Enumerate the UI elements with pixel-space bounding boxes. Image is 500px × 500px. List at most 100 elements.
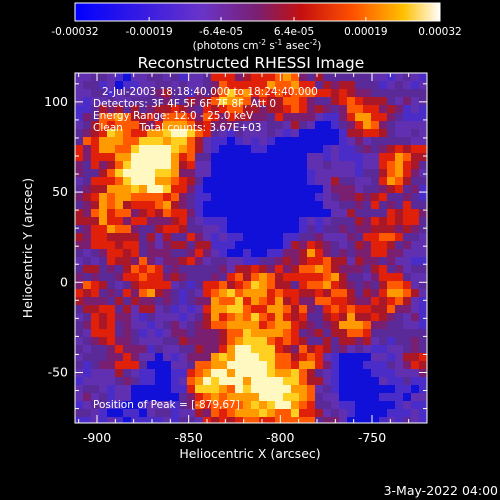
heatmap-cell — [115, 257, 123, 265]
heatmap-cell — [203, 225, 211, 233]
heatmap-cell — [323, 81, 331, 89]
heatmap-cell — [379, 377, 387, 385]
heatmap-cell — [83, 129, 91, 137]
heatmap-cell — [115, 121, 123, 129]
heatmap-cell — [267, 169, 275, 177]
heatmap-cell — [115, 153, 123, 161]
heatmap-cell — [259, 401, 267, 409]
heatmap-cell — [419, 377, 427, 385]
heatmap-cell — [299, 137, 307, 145]
heatmap-cell — [411, 209, 419, 217]
heatmap-cell — [251, 345, 259, 353]
heatmap-cell — [131, 337, 139, 345]
heatmap-cell — [179, 169, 187, 177]
heatmap-cell — [139, 289, 147, 297]
heatmap-cell — [355, 265, 363, 273]
heatmap-cell — [179, 161, 187, 169]
heatmap-cell — [307, 233, 315, 241]
heatmap-cell — [315, 385, 323, 393]
heatmap-cell — [403, 353, 411, 361]
heatmap-cell — [123, 73, 131, 81]
heatmap-cell — [299, 233, 307, 241]
heatmap-cell — [219, 321, 227, 329]
heatmap-cell — [371, 313, 379, 321]
heatmap-cell — [259, 73, 267, 81]
heatmap-cell — [163, 73, 171, 81]
heatmap-cell — [107, 97, 115, 105]
heatmap-cell — [227, 289, 235, 297]
heatmap-cell — [139, 161, 147, 169]
heatmap-cell — [339, 345, 347, 353]
heatmap-cell — [339, 153, 347, 161]
heatmap-cell — [275, 105, 283, 113]
heatmap-cell — [99, 417, 107, 423]
heatmap-cell — [355, 113, 363, 121]
heatmap-cell — [203, 361, 211, 369]
heatmap-cell — [139, 377, 147, 385]
heatmap-cell — [339, 177, 347, 185]
heatmap-cell — [379, 249, 387, 257]
heatmap-cell — [403, 337, 411, 345]
heatmap-image — [75, 73, 427, 423]
heatmap-cell — [83, 297, 91, 305]
heatmap-cell — [83, 225, 91, 233]
heatmap-cell — [179, 225, 187, 233]
heatmap-cell — [403, 169, 411, 177]
heatmap-cell — [99, 249, 107, 257]
heatmap-cell — [235, 241, 243, 249]
heatmap-cell — [307, 321, 315, 329]
heatmap-cell — [211, 353, 219, 361]
heatmap-cell — [339, 113, 347, 121]
heatmap-cell — [171, 201, 179, 209]
heatmap-cell — [107, 401, 115, 409]
heatmap-cell — [203, 401, 211, 409]
heatmap-cell — [179, 233, 187, 241]
heatmap-cell — [187, 241, 195, 249]
heatmap-cell — [371, 297, 379, 305]
heatmap-cell — [123, 393, 131, 401]
heatmap-cell — [251, 409, 259, 417]
heatmap-cell — [403, 265, 411, 273]
heatmap-cell — [323, 369, 331, 377]
heatmap-cell — [379, 177, 387, 185]
heatmap-cell — [323, 281, 331, 289]
heatmap-cell — [211, 337, 219, 345]
heatmap-cell — [403, 193, 411, 201]
heatmap-cell — [227, 393, 235, 401]
colorbar-units: (photons cm-2 s-1 asec-2) — [193, 38, 322, 52]
heatmap-cell — [291, 369, 299, 377]
heatmap-cell — [291, 105, 299, 113]
heatmap-cell — [299, 201, 307, 209]
heatmap-cell — [91, 105, 99, 113]
heatmap-cell — [139, 217, 147, 225]
heatmap-cell — [163, 233, 171, 241]
heatmap-cell — [211, 81, 219, 89]
heatmap-cell — [163, 377, 171, 385]
heatmap-cell — [139, 201, 147, 209]
heatmap-cell — [339, 361, 347, 369]
heatmap-cell — [387, 169, 395, 177]
heatmap-cell — [99, 241, 107, 249]
heatmap-cell — [243, 297, 251, 305]
heatmap-cell — [99, 409, 107, 417]
heatmap-cell — [211, 169, 219, 177]
heatmap-cell — [155, 281, 163, 289]
heatmap-cell — [355, 273, 363, 281]
heatmap-cell — [187, 417, 195, 423]
heatmap-cell — [75, 169, 83, 177]
heatmap-cell — [171, 145, 179, 153]
heatmap-cell — [243, 233, 251, 241]
heatmap-cell — [227, 361, 235, 369]
heatmap-cell — [275, 273, 283, 281]
heatmap-cell — [115, 377, 123, 385]
heatmap-cell — [307, 249, 315, 257]
heatmap-cell — [147, 177, 155, 185]
heatmap-cell — [355, 121, 363, 129]
heatmap-cell — [371, 385, 379, 393]
heatmap-cell — [83, 321, 91, 329]
heatmap-cell — [347, 209, 355, 217]
heatmap-cell — [155, 273, 163, 281]
heatmap-cell — [75, 233, 83, 241]
heatmap-cell — [123, 185, 131, 193]
heatmap-cell — [147, 353, 155, 361]
